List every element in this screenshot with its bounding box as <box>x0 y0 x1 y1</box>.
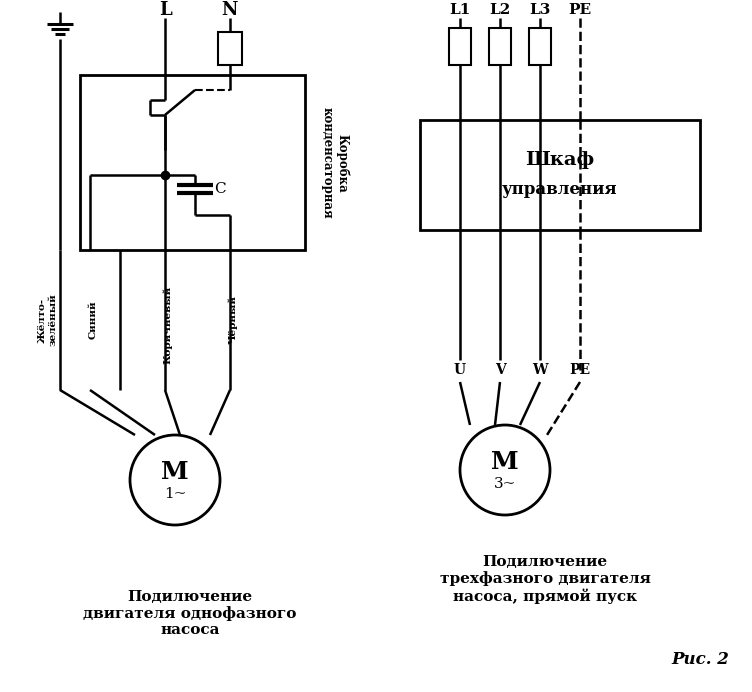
Text: W: W <box>532 363 547 377</box>
Text: L2: L2 <box>490 3 511 17</box>
Text: M: M <box>491 450 519 474</box>
Bar <box>449 28 471 65</box>
Bar <box>80 75 305 250</box>
Text: Коричневый: Коричневый <box>163 286 173 364</box>
Text: PE: PE <box>569 3 592 17</box>
Text: Чёрный: Чёрный <box>229 295 238 345</box>
Text: L: L <box>159 1 171 19</box>
Ellipse shape <box>460 425 550 515</box>
Bar <box>489 28 511 65</box>
Bar <box>529 28 551 65</box>
Text: PE: PE <box>569 363 590 377</box>
Text: 3~: 3~ <box>494 477 516 491</box>
Text: V: V <box>495 363 505 377</box>
Text: Коробка
конденсаторная: Коробка конденсаторная <box>321 107 349 219</box>
Text: C: C <box>214 182 226 196</box>
Text: 1~: 1~ <box>164 487 186 501</box>
Text: L3: L3 <box>529 3 550 17</box>
Text: Шкаф: Шкаф <box>526 151 595 169</box>
Text: U: U <box>454 363 466 377</box>
Ellipse shape <box>130 435 220 525</box>
Bar <box>218 32 242 65</box>
Text: L1: L1 <box>449 3 471 17</box>
Text: N: N <box>222 1 238 19</box>
Text: Рис. 2: Рис. 2 <box>671 651 729 668</box>
Text: Жёлто-
зелёный: Жёлто- зелёный <box>38 293 58 347</box>
Text: Подилючение
двигателя однофазного
насоса: Подилючение двигателя однофазного насоса <box>83 590 297 637</box>
Text: управления: управления <box>502 181 618 199</box>
Bar <box>420 120 700 230</box>
Text: Синий: Синий <box>89 301 98 339</box>
Text: Подилючение
трехфазного двигателя
насоса, прямой пуск: Подилючение трехфазного двигателя насоса… <box>440 555 650 604</box>
Text: M: M <box>161 460 189 484</box>
